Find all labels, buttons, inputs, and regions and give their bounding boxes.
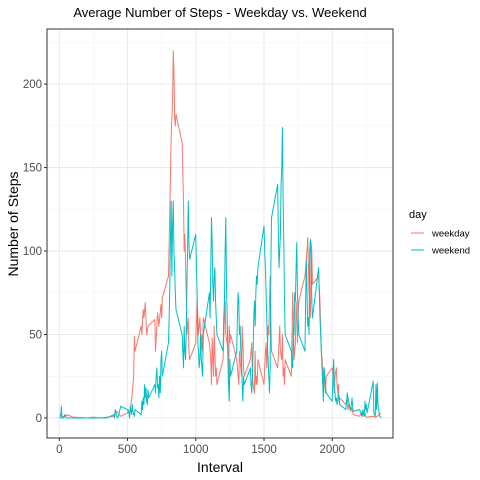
legend-label-weekday: weekday — [431, 229, 470, 240]
y-tick-label: 50 — [29, 329, 42, 341]
y-tick-label: 200 — [23, 79, 42, 91]
y-tick-label: 150 — [23, 163, 42, 175]
legend-label-weekend: weekend — [431, 246, 470, 257]
chart-title: Average Number of Steps - Weekday vs. We… — [73, 5, 366, 20]
x-tick-label: 1000 — [183, 444, 209, 456]
x-tick-label: 500 — [118, 444, 137, 456]
legend-title: day — [409, 209, 427, 221]
x-tick-label: 2000 — [319, 444, 345, 456]
y-tick-label: 0 — [36, 413, 42, 425]
y-tick-label: 100 — [23, 246, 42, 258]
x-tick-label: 0 — [56, 444, 62, 456]
x-axis-title: Interval — [197, 459, 243, 475]
y-axis-title: Number of Steps — [5, 171, 21, 276]
x-tick-label: 1500 — [251, 444, 277, 456]
